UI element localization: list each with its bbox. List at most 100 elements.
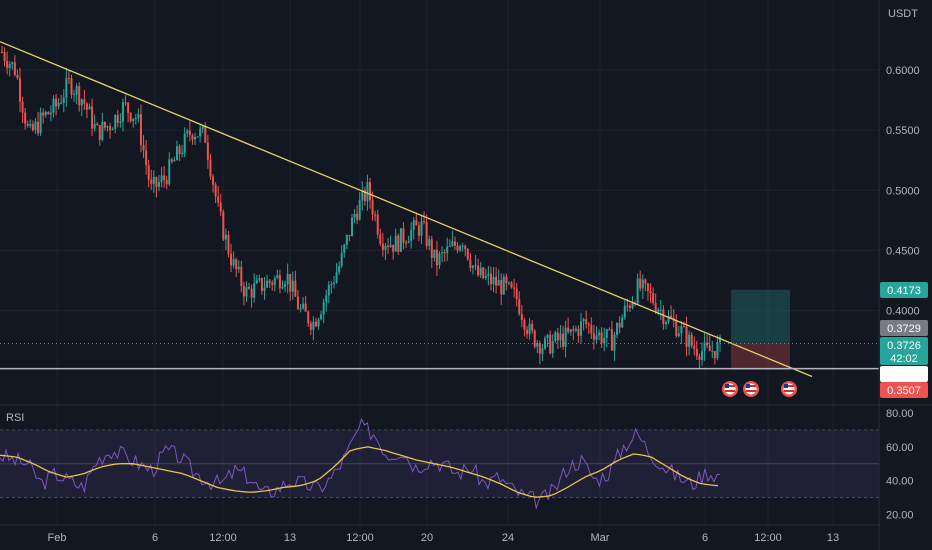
candle-body <box>446 246 449 254</box>
candle <box>374 210 377 222</box>
price-tag-box <box>880 366 928 382</box>
candle-body <box>286 273 289 285</box>
currency-label[interactable]: USDT <box>888 8 918 20</box>
price-tag-box <box>880 382 928 398</box>
candle-body <box>479 267 482 276</box>
candle-body <box>219 202 222 212</box>
candle-body <box>616 323 619 335</box>
candle <box>139 104 142 153</box>
candle-body <box>598 332 601 336</box>
candle-body <box>371 200 374 215</box>
candle <box>592 324 595 350</box>
candle <box>562 325 565 350</box>
candle <box>237 260 240 273</box>
candle <box>428 235 431 251</box>
candle <box>623 300 626 321</box>
candle-body <box>667 315 670 323</box>
us-flag-icon[interactable] <box>722 381 738 397</box>
us-flag-icon[interactable] <box>781 381 797 397</box>
candle-body <box>489 273 492 285</box>
candle-body <box>163 175 166 180</box>
candle-body <box>695 348 698 357</box>
candle-body <box>551 341 554 354</box>
candle <box>670 305 673 320</box>
candle-body <box>713 350 716 359</box>
candle-body <box>577 328 580 336</box>
support-line-layer[interactable] <box>0 343 879 370</box>
candle-body <box>580 321 583 336</box>
time-axis-ticks: Feb 6 12:00 13 12:00 20 24 Mar 6 12:00 13 <box>48 532 840 544</box>
candle <box>121 98 124 132</box>
candle <box>194 132 197 146</box>
position-box[interactable] <box>731 289 790 370</box>
candle <box>603 327 606 352</box>
price-tag-box <box>880 282 928 298</box>
candle <box>271 280 274 291</box>
candle <box>580 312 583 344</box>
candle-body <box>574 328 577 331</box>
candle <box>533 329 536 349</box>
candle-body <box>466 248 469 260</box>
candle-body <box>706 342 709 346</box>
time-tick-label: 13 <box>827 532 839 544</box>
candle <box>327 281 330 304</box>
candle <box>52 95 55 118</box>
candle-body <box>6 60 9 68</box>
candle-body <box>173 160 176 162</box>
candle <box>525 326 528 339</box>
candle <box>677 325 680 338</box>
candle <box>175 140 178 161</box>
candle-body <box>276 275 279 279</box>
candle <box>369 177 372 209</box>
candle-body <box>564 327 567 347</box>
candle <box>183 127 186 158</box>
candle-body <box>127 102 130 113</box>
candle-body <box>1 51 3 53</box>
candle-body <box>196 136 199 138</box>
candle <box>73 89 76 103</box>
candle <box>430 235 433 268</box>
price-tag-label: 0.4173 <box>887 285 921 297</box>
candle <box>70 74 73 99</box>
candle <box>98 124 101 146</box>
candle-body <box>531 323 534 331</box>
candle-body <box>415 220 418 226</box>
rsi-indicator-label[interactable]: RSI <box>6 412 24 424</box>
candle <box>85 102 88 119</box>
descending-trendline[interactable] <box>0 41 813 378</box>
candle-body <box>188 130 191 136</box>
candle-body <box>155 177 158 187</box>
candle <box>266 274 269 289</box>
candle-body <box>85 103 88 110</box>
candle <box>96 122 99 126</box>
candle <box>574 325 577 333</box>
time-tick-label: 13 <box>284 532 296 544</box>
candle-body <box>96 123 99 126</box>
us-flag-icon[interactable] <box>743 381 759 397</box>
candle-body <box>307 311 310 324</box>
candle <box>675 314 678 338</box>
candle <box>613 331 616 361</box>
candle-body <box>302 303 305 309</box>
flag-stripe <box>784 385 794 387</box>
candle <box>325 289 328 312</box>
candle-body <box>65 77 68 98</box>
candle-body <box>399 228 402 252</box>
candle-body <box>585 319 588 324</box>
candle-body <box>428 239 431 246</box>
candle <box>417 221 420 242</box>
candle <box>461 242 464 252</box>
candle-body <box>703 342 706 352</box>
candle-body <box>273 278 276 285</box>
rsi-tick-label: 80.00 <box>886 408 914 420</box>
trendline-layer[interactable] <box>0 41 813 378</box>
candle-body <box>562 333 565 347</box>
candle <box>289 273 292 301</box>
candle <box>230 243 233 273</box>
candle <box>479 261 482 279</box>
candle <box>577 325 580 343</box>
candle-body <box>654 302 657 312</box>
candle <box>127 101 130 123</box>
event-markers[interactable] <box>722 381 797 397</box>
